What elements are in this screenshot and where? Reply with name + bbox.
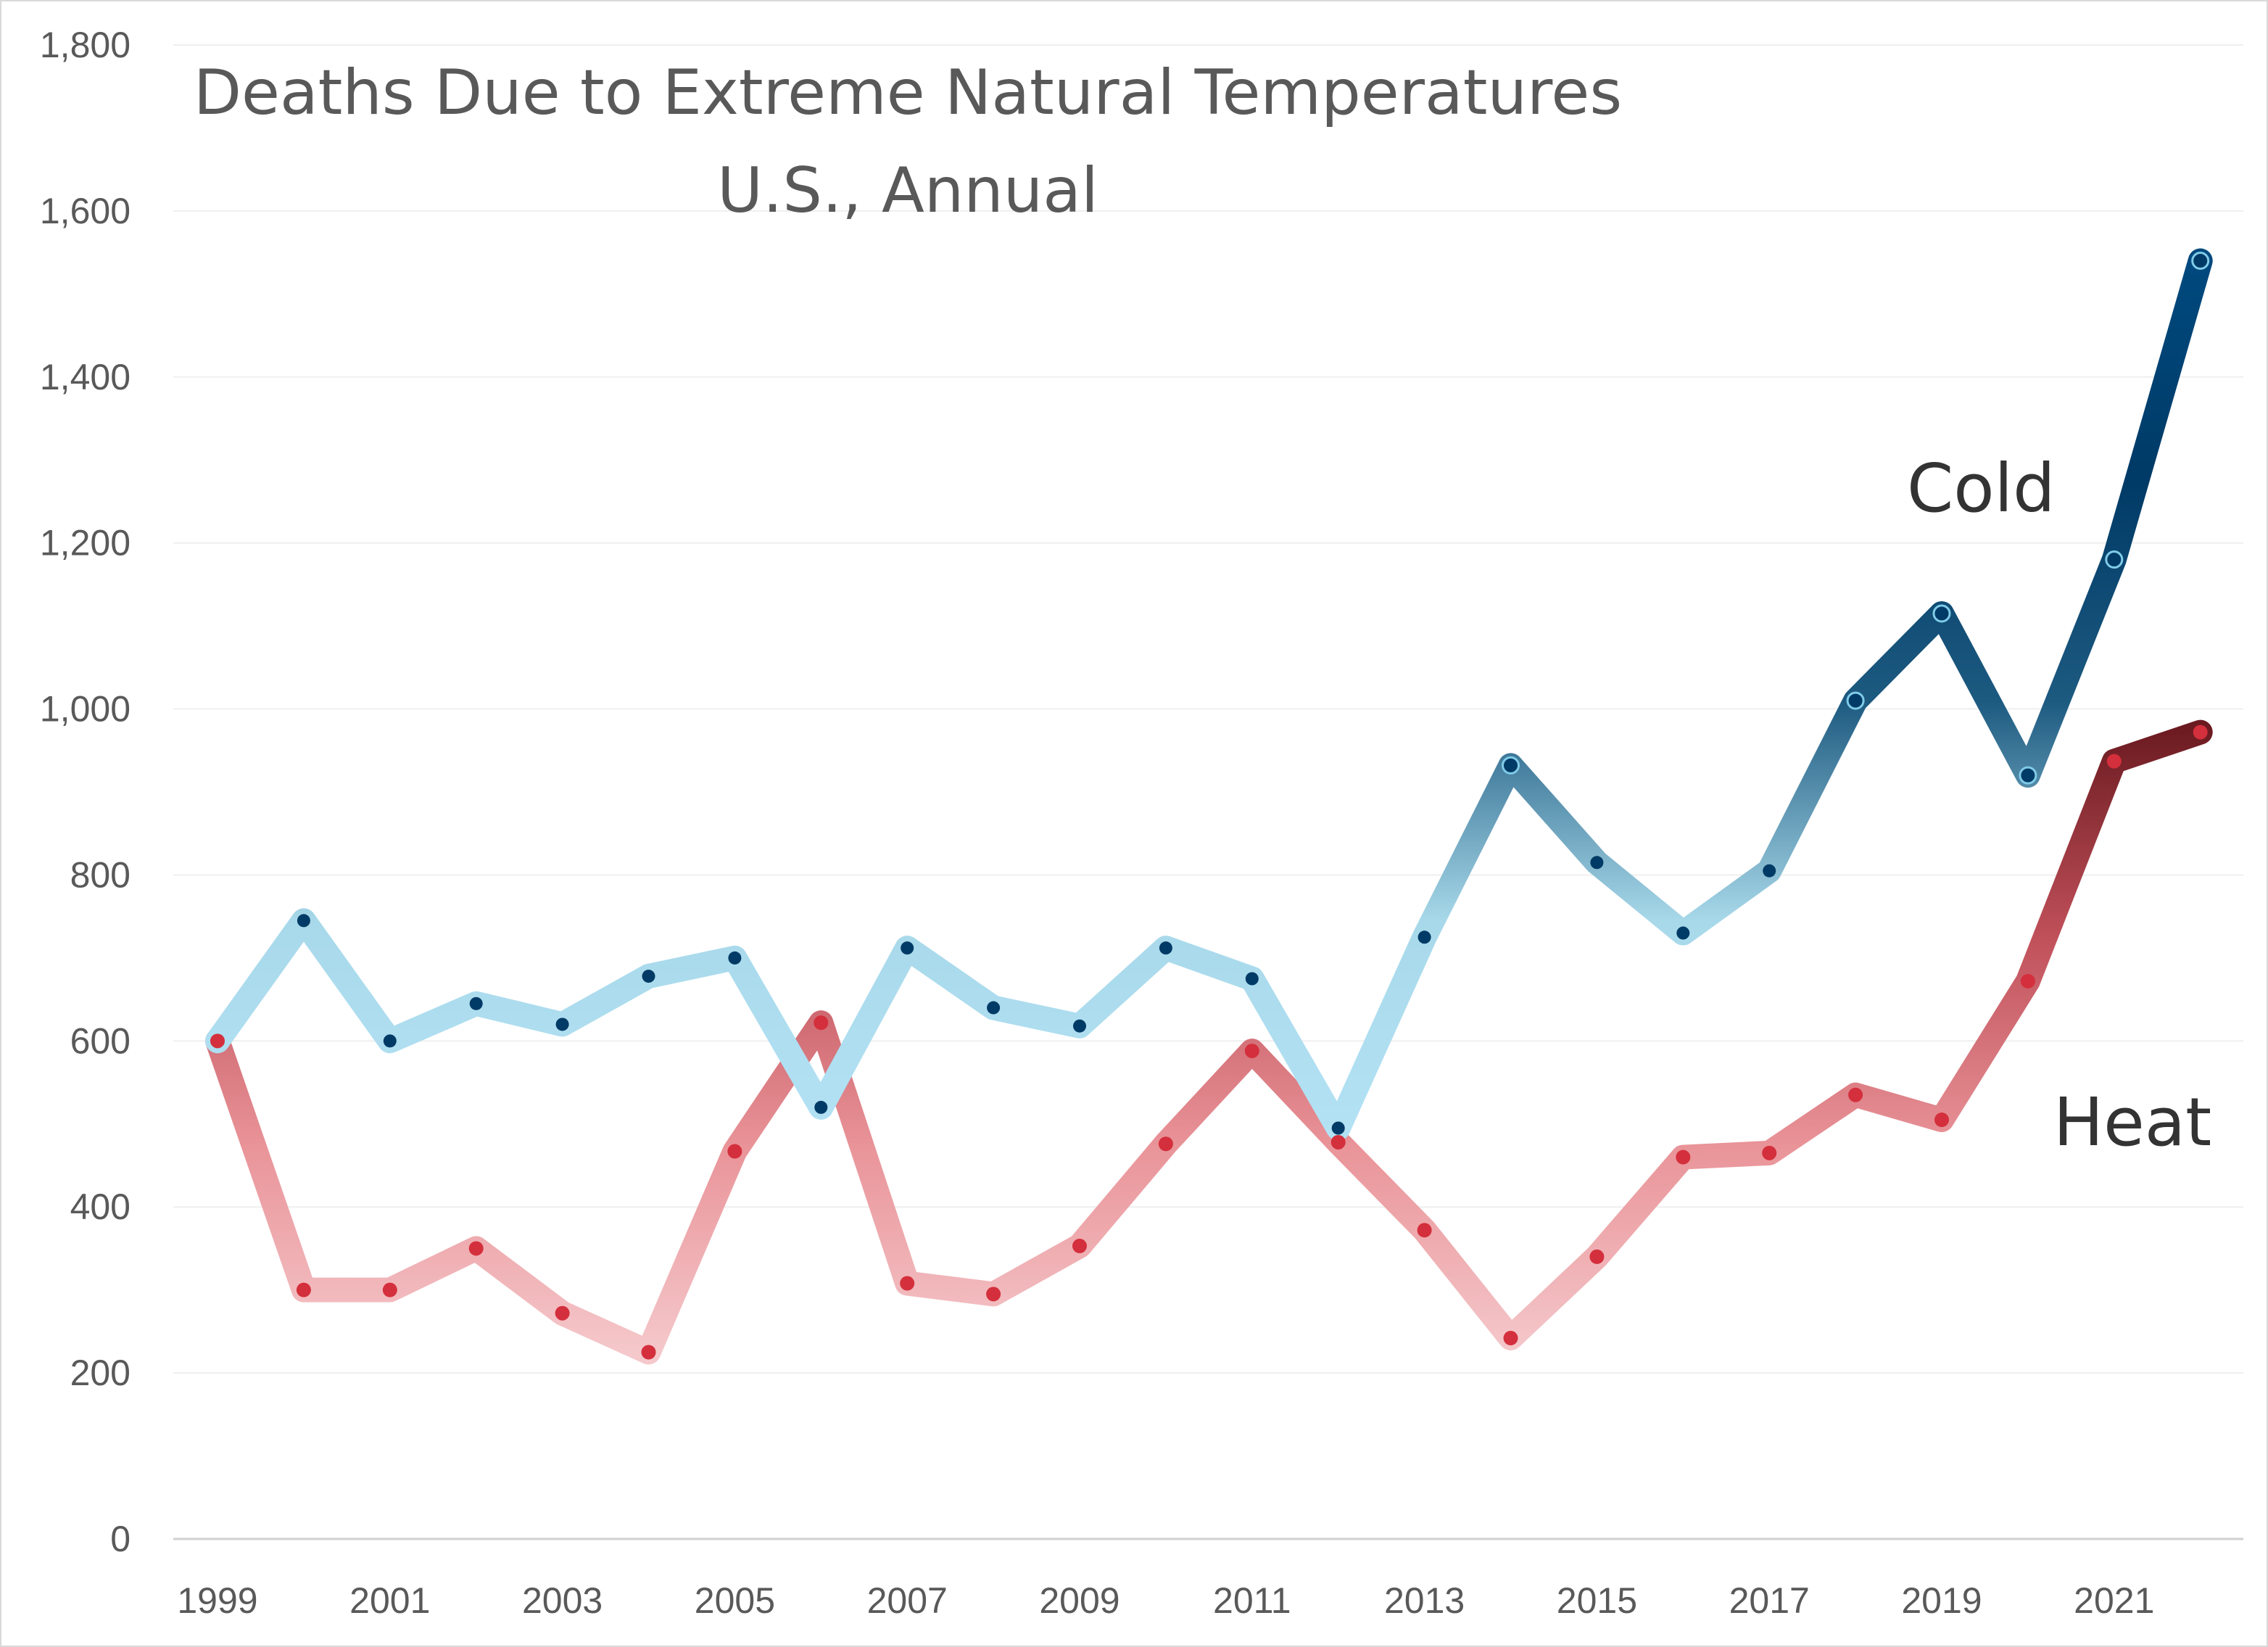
series-label-cold: Cold (1907, 450, 2055, 527)
data-point-cold (728, 951, 742, 965)
data-point-cold (1932, 604, 1951, 623)
data-point-cold (1159, 941, 1172, 955)
y-tick-label: 1,800 (40, 25, 131, 65)
data-point-heat (1589, 1249, 1605, 1264)
data-point-heat (1676, 1149, 1691, 1165)
data-point-heat (1762, 1145, 1777, 1160)
y-tick-label: 0 (110, 1519, 131, 1559)
data-point-heat (555, 1305, 570, 1321)
data-point-heat (1417, 1223, 1432, 1238)
y-tick-label: 1,600 (40, 191, 131, 231)
gridlines (173, 44, 2243, 1540)
data-point-heat (1158, 1136, 1173, 1152)
data-point-heat (1244, 1044, 1259, 1059)
data-point-heat (2020, 973, 2035, 988)
data-point-cold (1763, 864, 1776, 878)
data-point-heat (1934, 1113, 1949, 1128)
data-point-cold (1331, 1121, 1345, 1135)
data-point-cold (383, 1034, 397, 1048)
x-tick-label: 1999 (177, 1580, 257, 1621)
x-tick-label: 2011 (1213, 1580, 1291, 1621)
y-tick-label: 1,400 (40, 357, 131, 397)
x-tick-label: 2001 (349, 1580, 430, 1621)
data-point-heat (1330, 1134, 1346, 1149)
data-point-cold (642, 970, 655, 983)
chart-title: Deaths Due to Extreme Natural Temperatur… (194, 57, 1622, 129)
series-label-heat: Heat (2053, 1083, 2211, 1161)
data-point-heat (986, 1287, 1001, 1302)
data-point-heat (1072, 1239, 1087, 1254)
data-point-cold (1590, 856, 1604, 870)
data-point-heat (296, 1282, 311, 1297)
data-point-heat (382, 1282, 397, 1297)
x-tick-label: 2003 (522, 1580, 603, 1621)
x-tick-label: 2007 (867, 1580, 948, 1621)
x-axis-tick-labels: 1999 2001 2003 2005 2007 2009 2011 2013 2015 2017… (177, 1580, 2154, 1621)
data-point-cold (814, 1100, 828, 1114)
data-point-cold (2019, 766, 2037, 785)
x-tick-label: 2017 (1729, 1580, 1810, 1621)
x-tick-label: 2019 (1901, 1580, 1982, 1621)
y-tick-label: 1,200 (40, 523, 131, 564)
data-point-cold (1502, 756, 1520, 775)
x-tick-label: 2021 (2074, 1580, 2154, 1621)
data-point-heat (210, 1033, 225, 1049)
chart-subtitle: U.S., Annual (717, 154, 1098, 227)
data-point-cold (469, 996, 483, 1010)
data-point-cold (297, 914, 310, 928)
data-point-cold (901, 941, 914, 955)
x-tick-label: 2013 (1384, 1580, 1465, 1621)
data-point-cold (555, 1017, 569, 1031)
x-tick-label: 2015 (1557, 1580, 1637, 1621)
y-tick-label: 1,000 (40, 689, 131, 730)
data-point-heat (2106, 754, 2122, 769)
data-point-heat (1503, 1331, 1518, 1346)
series-line-cold (205, 248, 2213, 1141)
y-tick-label: 400 (70, 1186, 131, 1227)
data-point-heat (900, 1276, 915, 1291)
data-point-heat (468, 1241, 484, 1256)
data-point-cold (1676, 926, 1690, 940)
data-point-cold (1418, 930, 1431, 944)
y-tick-label: 800 (70, 854, 131, 895)
x-tick-label: 2009 (1039, 1580, 1119, 1621)
data-point-heat (641, 1345, 656, 1360)
data-point-cold (2191, 252, 2210, 271)
series-lines (205, 248, 2213, 1365)
data-point-heat (814, 1015, 829, 1031)
y-tick-label: 200 (70, 1353, 131, 1393)
data-point-heat (727, 1144, 742, 1159)
data-point-heat (1848, 1087, 1863, 1102)
y-axis-tick-labels: 0 200 400 600 800 1,000 1,200 1,400 1,600 1,800 (40, 25, 131, 1559)
data-point-cold (2105, 550, 2124, 569)
data-point-cold (1846, 691, 1865, 710)
series-markers (210, 252, 2210, 1360)
data-point-heat (2193, 725, 2208, 740)
y-tick-label: 600 (70, 1020, 131, 1061)
series-line-heat (205, 719, 2213, 1365)
data-point-cold (1073, 1019, 1086, 1033)
data-point-cold (987, 1001, 1001, 1015)
data-point-cold (1245, 972, 1259, 986)
x-tick-label: 2005 (695, 1580, 775, 1621)
